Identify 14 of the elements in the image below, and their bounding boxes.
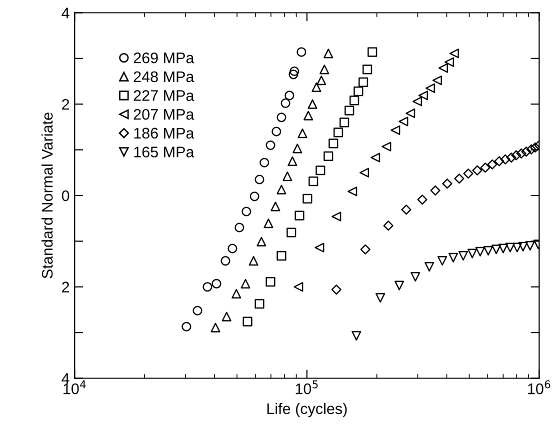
y-tick-label: 0 — [62, 190, 70, 202]
x-tick-label: 10$^{5}$ — [296, 380, 318, 394]
legend-label: 227 MPa — [134, 90, 194, 101]
y-axis-title: Standard Normal Variate — [42, 112, 53, 278]
legend-label: 269 MPa — [134, 52, 194, 64]
legend-label: 248 MPa — [134, 71, 194, 82]
y-tick-label: 4 — [62, 8, 70, 18]
legend-label: 207 MPa — [134, 108, 194, 120]
legend-label: 186 MPa — [134, 128, 194, 139]
legend-label: 165 MPa — [134, 146, 194, 158]
y-tick-label: 2 — [62, 98, 70, 110]
x-axis-title: Life (cycles) — [267, 402, 347, 418]
y-tick-label: 2 — [62, 282, 70, 292]
x-tick-label: 10$^{6}$ — [528, 380, 550, 394]
